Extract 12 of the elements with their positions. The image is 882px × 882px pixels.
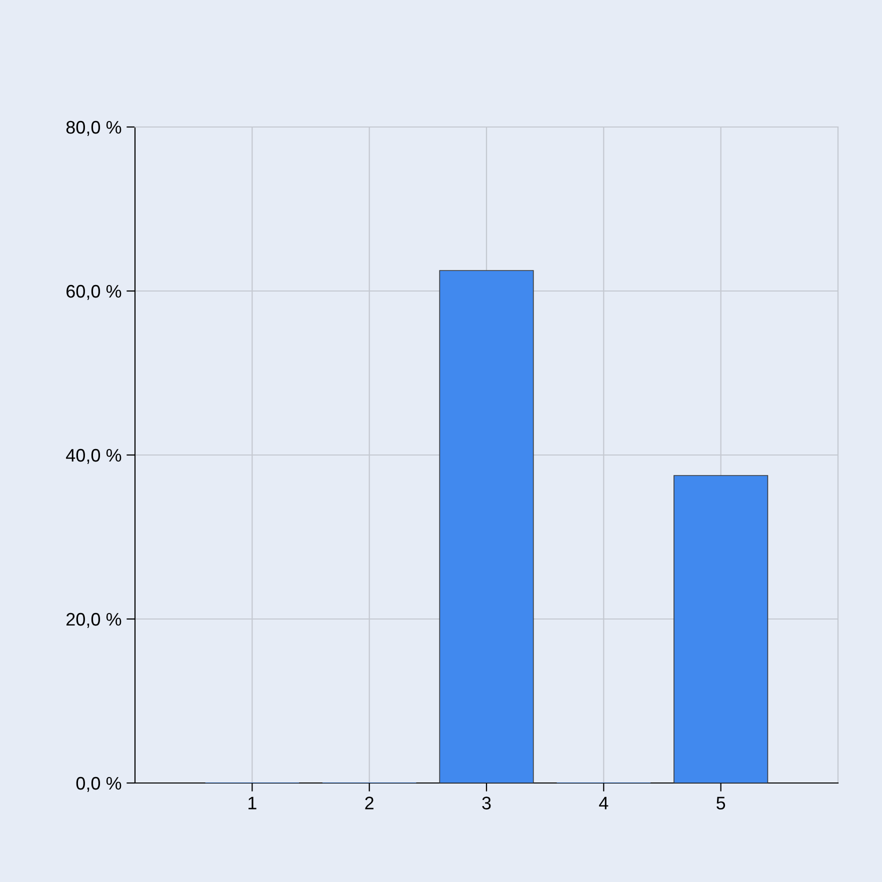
x-tick-label: 5: [716, 796, 726, 810]
x-tick-label: 3: [482, 796, 491, 810]
y-tick-label: 40,0 %: [66, 448, 122, 464]
bar: [674, 475, 768, 783]
y-tick-label: 60,0 %: [66, 284, 122, 300]
x-tick-label: 1: [248, 796, 256, 810]
y-tick-label: 0,0 %: [76, 776, 122, 792]
y-tick-label: 20,0 %: [66, 612, 122, 628]
y-tick-label: 80,0 %: [66, 120, 122, 136]
x-tick-label: 4: [599, 796, 608, 810]
bar: [439, 270, 534, 783]
x-tick-label: 2: [365, 796, 374, 810]
